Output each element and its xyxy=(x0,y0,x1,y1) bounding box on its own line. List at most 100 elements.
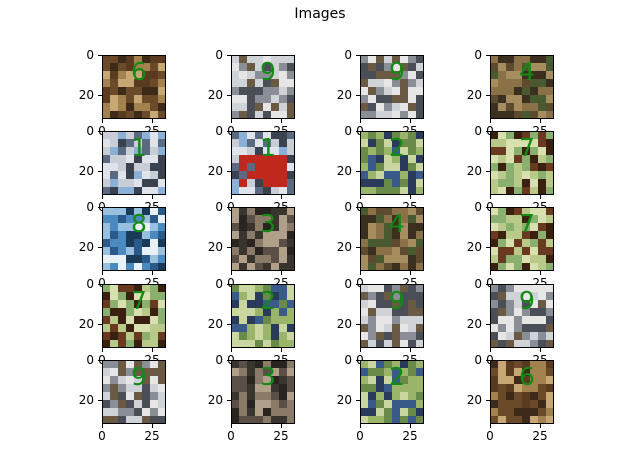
truck-thumbnail xyxy=(360,284,424,348)
y-tick-mark xyxy=(356,207,360,208)
y-tick-mark xyxy=(356,284,360,285)
class-label: 9 xyxy=(131,362,147,391)
class-label: 1 xyxy=(131,133,147,162)
y-tick-label: 20 xyxy=(336,240,352,254)
class-label: 6 xyxy=(519,362,535,391)
bird-thumbnail xyxy=(231,284,295,348)
y-tick-mark xyxy=(227,284,231,285)
y-tick-label: 20 xyxy=(336,88,352,102)
x-tick-mark xyxy=(490,195,491,199)
x-tick-label: 0 xyxy=(486,276,494,290)
x-tick-mark xyxy=(360,119,361,123)
axes-frame xyxy=(360,360,424,424)
y-tick-mark xyxy=(356,171,360,172)
axes-frame xyxy=(490,207,554,271)
x-tick-mark xyxy=(281,424,282,428)
y-tick-mark xyxy=(98,95,102,96)
x-tick-mark xyxy=(360,348,361,352)
class-label: 3 xyxy=(260,209,276,238)
cat-thumbnail xyxy=(231,360,295,424)
ship-thumbnail xyxy=(102,207,166,271)
y-tick-mark xyxy=(98,207,102,208)
y-tick-label: 20 xyxy=(78,393,94,407)
x-tick-mark xyxy=(410,348,411,352)
horse-thumbnail xyxy=(102,284,166,348)
y-tick-mark xyxy=(227,55,231,56)
image-panel: 3 0 20 0 25 xyxy=(208,201,295,289)
x-tick-mark xyxy=(540,119,541,123)
y-tick-label: 0 xyxy=(344,48,352,62)
y-tick-mark xyxy=(486,171,490,172)
x-tick-label: 0 xyxy=(356,429,364,443)
axes-frame xyxy=(231,55,295,119)
y-tick-label: 20 xyxy=(207,88,223,102)
axes-frame xyxy=(102,207,166,271)
axes-frame xyxy=(231,360,295,424)
bird-thumbnail xyxy=(360,131,424,195)
axes-frame xyxy=(490,360,554,424)
x-tick-mark xyxy=(152,271,153,275)
automobile-thumbnail xyxy=(102,131,166,195)
y-tick-mark xyxy=(486,400,490,401)
x-tick-mark xyxy=(102,424,103,428)
x-tick-mark xyxy=(490,348,491,352)
image-panel: 6 0 20 0 25 xyxy=(467,354,554,442)
axes-frame xyxy=(231,284,295,348)
x-tick-mark xyxy=(490,271,491,275)
axes-frame xyxy=(490,284,554,348)
y-tick-mark xyxy=(227,171,231,172)
image-panel: 8 0 20 0 25 xyxy=(79,201,166,289)
y-tick-label: 0 xyxy=(474,200,482,214)
x-tick-label: 0 xyxy=(356,276,364,290)
bird-thumbnail xyxy=(360,360,424,424)
x-tick-mark xyxy=(102,271,103,275)
y-tick-label: 20 xyxy=(207,393,223,407)
class-label: 8 xyxy=(131,209,147,238)
y-tick-label: 20 xyxy=(336,393,352,407)
class-label: 6 xyxy=(131,57,147,86)
y-tick-mark xyxy=(98,55,102,56)
y-tick-mark xyxy=(486,207,490,208)
x-tick-mark xyxy=(540,195,541,199)
y-tick-mark xyxy=(486,131,490,132)
y-tick-mark xyxy=(98,171,102,172)
y-tick-mark xyxy=(98,360,102,361)
x-tick-label: 25 xyxy=(402,429,418,443)
y-tick-label: 20 xyxy=(466,393,482,407)
y-tick-mark xyxy=(227,131,231,132)
axes-frame xyxy=(360,55,424,119)
y-tick-mark xyxy=(486,324,490,325)
x-tick-mark xyxy=(281,271,282,275)
axes-frame xyxy=(231,207,295,271)
x-tick-mark xyxy=(540,271,541,275)
x-tick-mark xyxy=(231,271,232,275)
x-tick-mark xyxy=(281,119,282,123)
y-tick-mark xyxy=(356,400,360,401)
y-tick-mark xyxy=(227,95,231,96)
axes-frame xyxy=(102,55,166,119)
axes-frame xyxy=(102,131,166,195)
y-tick-label: 0 xyxy=(86,277,94,291)
x-tick-label: 0 xyxy=(227,429,235,443)
y-tick-label: 0 xyxy=(344,353,352,367)
x-tick-mark xyxy=(490,119,491,123)
horse-thumbnail xyxy=(490,207,554,271)
axes-frame xyxy=(102,360,166,424)
y-tick-mark xyxy=(356,247,360,248)
y-tick-label: 20 xyxy=(336,317,352,331)
x-tick-mark xyxy=(102,195,103,199)
x-tick-mark xyxy=(490,424,491,428)
y-tick-label: 0 xyxy=(86,353,94,367)
y-tick-label: 20 xyxy=(466,164,482,178)
y-tick-label: 0 xyxy=(86,48,94,62)
y-tick-label: 0 xyxy=(215,124,223,138)
x-tick-mark xyxy=(410,271,411,275)
